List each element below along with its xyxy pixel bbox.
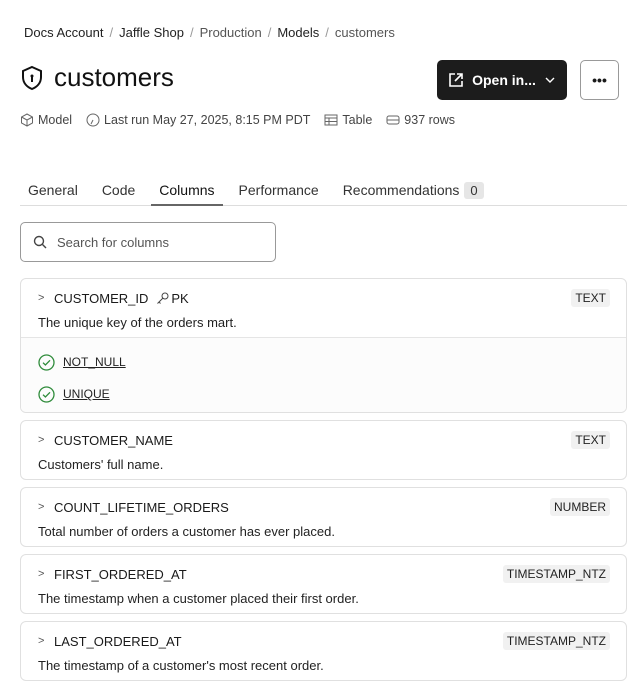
separator: / xyxy=(267,25,272,40)
column-search[interactable] xyxy=(20,222,276,262)
count-badge: 0 xyxy=(464,182,484,199)
test-item[interactable]: UNIQUE xyxy=(38,378,609,410)
chevron-right-icon[interactable]: > xyxy=(38,434,45,446)
tab-recommendations[interactable]: Recommendations 0 xyxy=(335,178,492,206)
shield-icon xyxy=(22,65,42,90)
separator: / xyxy=(189,25,194,40)
test-name[interactable]: NOT_NULL xyxy=(63,355,126,369)
cube-icon xyxy=(21,113,33,127)
breadcrumb-jaffle-shop[interactable]: Jaffle Shop xyxy=(119,25,184,40)
column-type: TEXT xyxy=(571,289,610,307)
search-icon xyxy=(33,235,47,249)
column-name: CUSTOMER_ID xyxy=(54,290,149,306)
open-in-button[interactable]: Open in... xyxy=(437,60,567,100)
column-type: TIMESTAMP_NTZ xyxy=(502,565,610,583)
column-type: TIMESTAMP_NTZ xyxy=(502,632,610,650)
column-description: The timestamp when a customer placed the… xyxy=(38,591,359,606)
column-description: Customers' full name. xyxy=(38,457,164,472)
column-name: LAST_ORDERED_AT xyxy=(54,633,182,649)
separator: / xyxy=(109,25,114,40)
tab-label: Recommendations xyxy=(342,182,460,198)
tab-label: Code xyxy=(101,182,136,198)
column-card: > CUSTOMER_ID PK TEXT The unique key of … xyxy=(20,278,627,413)
column-name: CUSTOMER_NAME xyxy=(54,432,173,448)
breadcrumb-docs-account[interactable]: Docs Account xyxy=(24,25,104,40)
chevron-right-icon[interactable]: > xyxy=(38,501,45,513)
column-card: > FIRST_ORDERED_AT TIMESTAMP_NTZ The times… xyxy=(20,554,627,614)
column-type: TEXT xyxy=(571,431,610,449)
column-header[interactable]: > FIRST_ORDERED_AT TIMESTAMP_NTZ The times… xyxy=(21,555,626,613)
column-header[interactable]: > CUSTOMER_NAME TEXT Customers' full name. xyxy=(21,421,626,479)
column-name: COUNT_LIFETIME_ORDERS xyxy=(54,499,229,515)
table-icon xyxy=(324,114,338,126)
chevron-right-icon[interactable]: > xyxy=(38,635,45,647)
more-options-button[interactable]: ••• xyxy=(580,60,619,100)
primary-key-label: PK xyxy=(171,290,189,306)
tab-columns[interactable]: Columns xyxy=(151,178,223,206)
column-header[interactable]: > COUNT_LIFETIME_ORDERS NUMBER Total numbe… xyxy=(21,488,626,546)
rows-icon xyxy=(386,115,400,125)
model-meta: Model Last run May 27, 2025, 8:15 PM PDT… xyxy=(20,113,455,127)
column-card: > COUNT_LIFETIME_ORDERS NUMBER Total numbe… xyxy=(20,487,627,547)
meta-materialization: Table xyxy=(342,113,373,127)
open-in-label: Open in... xyxy=(472,72,536,88)
meta-rows: 937 rows xyxy=(404,113,456,127)
tab-label: Columns xyxy=(159,182,215,198)
tab-label: Performance xyxy=(238,182,319,198)
column-header[interactable]: > LAST_ORDERED_AT TIMESTAMP_NTZ The timest… xyxy=(21,622,626,680)
tab-performance[interactable]: Performance xyxy=(231,178,327,206)
column-description: The unique key of the orders mart. xyxy=(38,315,237,330)
tab-code[interactable]: Code xyxy=(94,178,143,206)
clock-icon xyxy=(86,113,100,127)
column-card: > LAST_ORDERED_AT TIMESTAMP_NTZ The timest… xyxy=(20,621,627,681)
page-title: customers xyxy=(54,62,174,92)
test-item[interactable]: NOT_NULL xyxy=(38,346,609,378)
column-card: > CUSTOMER_NAME TEXT Customers' full name. xyxy=(20,420,627,480)
breadcrumb: Docs Account / Jaffle Shop / Production / M… xyxy=(24,25,395,40)
column-description: The timestamp of a customer's most recen… xyxy=(38,658,324,673)
check-circle-icon xyxy=(38,385,55,403)
chevron-down-icon xyxy=(545,77,555,83)
tab-label: General xyxy=(28,182,78,198)
breadcrumb-current: customers xyxy=(334,25,395,40)
search-input[interactable] xyxy=(57,234,257,250)
breadcrumb-production[interactable]: Production xyxy=(199,25,262,40)
key-icon xyxy=(157,292,169,304)
external-link-icon xyxy=(449,73,463,87)
separator: / xyxy=(325,25,329,40)
meta-type: Model xyxy=(38,113,73,127)
column-header[interactable]: > CUSTOMER_ID PK TEXT The unique key of … xyxy=(21,279,626,337)
chevron-right-icon[interactable]: > xyxy=(38,292,45,304)
column-tests: NOT_NULL UNIQUE xyxy=(21,337,626,412)
chevron-right-icon[interactable]: > xyxy=(38,568,45,580)
column-type: NUMBER xyxy=(549,498,610,516)
meta-last-run: Last run May 27, 2025, 8:15 PM PDT xyxy=(104,113,311,127)
test-name[interactable]: UNIQUE xyxy=(63,387,110,401)
tab-bar: General Code Columns Performance Recomme… xyxy=(20,178,627,206)
column-description: Total number of orders a customer has ev… xyxy=(38,524,335,539)
column-name: FIRST_ORDERED_AT xyxy=(54,566,187,582)
check-circle-icon xyxy=(38,353,55,371)
tab-general[interactable]: General xyxy=(20,178,86,206)
page-header: customers xyxy=(20,62,174,93)
breadcrumb-models[interactable]: Models xyxy=(277,25,320,40)
